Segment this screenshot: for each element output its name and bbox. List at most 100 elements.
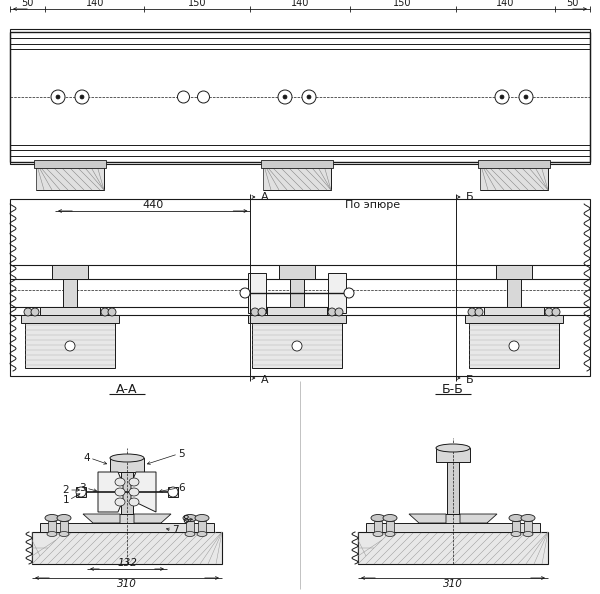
Ellipse shape	[521, 514, 535, 522]
Text: 150: 150	[188, 0, 206, 8]
Ellipse shape	[373, 532, 383, 536]
Text: 140: 140	[86, 0, 104, 8]
Bar	[465, 315, 563, 323]
Ellipse shape	[185, 532, 195, 536]
Ellipse shape	[45, 514, 59, 522]
Ellipse shape	[129, 498, 139, 506]
Text: 7: 7	[172, 525, 179, 535]
Bar	[248, 315, 346, 323]
Text: 310: 310	[443, 579, 463, 589]
Polygon shape	[134, 514, 171, 523]
Bar	[507, 279, 521, 307]
Polygon shape	[409, 514, 446, 523]
Circle shape	[524, 95, 528, 99]
Ellipse shape	[115, 478, 125, 486]
Circle shape	[500, 95, 504, 99]
Bar	[267, 307, 327, 315]
Bar	[261, 160, 333, 168]
Bar	[248, 273, 266, 313]
Ellipse shape	[436, 444, 470, 452]
Polygon shape	[460, 514, 497, 523]
Ellipse shape	[383, 514, 397, 522]
Bar	[21, 315, 119, 323]
Circle shape	[80, 95, 84, 99]
Polygon shape	[83, 514, 120, 523]
Bar	[263, 162, 331, 190]
Circle shape	[197, 91, 209, 103]
Circle shape	[328, 308, 336, 316]
Bar	[121, 472, 133, 514]
Circle shape	[495, 90, 509, 104]
Text: 150: 150	[394, 0, 412, 8]
Ellipse shape	[183, 514, 197, 522]
Bar	[36, 162, 104, 190]
Text: 140: 140	[496, 0, 514, 8]
Ellipse shape	[59, 532, 69, 536]
Circle shape	[51, 90, 65, 104]
Polygon shape	[131, 472, 156, 512]
Ellipse shape	[523, 532, 533, 536]
Text: По эпюре: По эпюре	[346, 200, 401, 210]
Circle shape	[101, 308, 109, 316]
Text: 50: 50	[22, 0, 34, 8]
Text: 8: 8	[182, 515, 188, 525]
Text: 310: 310	[117, 579, 137, 589]
Circle shape	[552, 308, 560, 316]
Text: 3: 3	[79, 483, 86, 493]
Bar	[524, 521, 532, 534]
Ellipse shape	[115, 488, 125, 496]
Ellipse shape	[195, 514, 209, 522]
Text: 2: 2	[62, 485, 69, 495]
Ellipse shape	[509, 514, 523, 522]
Bar	[290, 279, 304, 307]
Bar	[40, 523, 214, 532]
Bar	[32, 532, 222, 564]
Bar	[10, 29, 590, 164]
Text: 4: 4	[83, 453, 90, 463]
Ellipse shape	[385, 532, 395, 536]
Circle shape	[468, 308, 476, 316]
Ellipse shape	[511, 532, 521, 536]
Bar	[386, 521, 394, 534]
Text: 50: 50	[566, 0, 578, 8]
Circle shape	[302, 90, 316, 104]
Circle shape	[251, 308, 259, 316]
Bar	[366, 523, 540, 532]
Text: Б: Б	[466, 192, 473, 202]
Ellipse shape	[57, 514, 71, 522]
Circle shape	[519, 90, 533, 104]
Text: 6: 6	[178, 483, 185, 493]
Bar	[34, 160, 106, 168]
Text: А-А: А-А	[116, 383, 138, 396]
Bar	[25, 323, 115, 368]
Circle shape	[278, 90, 292, 104]
Bar	[168, 487, 178, 497]
Polygon shape	[98, 472, 123, 512]
Bar	[512, 521, 520, 534]
Text: 1: 1	[62, 495, 69, 505]
Circle shape	[283, 95, 287, 99]
Circle shape	[31, 308, 39, 316]
Bar	[436, 448, 470, 462]
Bar	[328, 273, 346, 313]
Bar	[93, 514, 161, 523]
Circle shape	[178, 91, 190, 103]
Circle shape	[108, 308, 116, 316]
Bar	[52, 265, 88, 279]
Circle shape	[76, 487, 86, 497]
Text: Б-Б: Б-Б	[442, 383, 464, 396]
Bar	[358, 532, 548, 564]
Bar	[374, 521, 382, 534]
Circle shape	[168, 487, 178, 497]
Ellipse shape	[115, 498, 125, 506]
Circle shape	[545, 308, 553, 316]
Text: А: А	[260, 192, 268, 202]
Ellipse shape	[129, 488, 139, 496]
Bar	[419, 514, 487, 523]
Circle shape	[509, 341, 519, 351]
Bar	[484, 307, 544, 315]
Bar	[252, 323, 342, 368]
Bar	[60, 521, 68, 534]
Bar	[478, 160, 550, 168]
Text: Б: Б	[466, 375, 473, 385]
